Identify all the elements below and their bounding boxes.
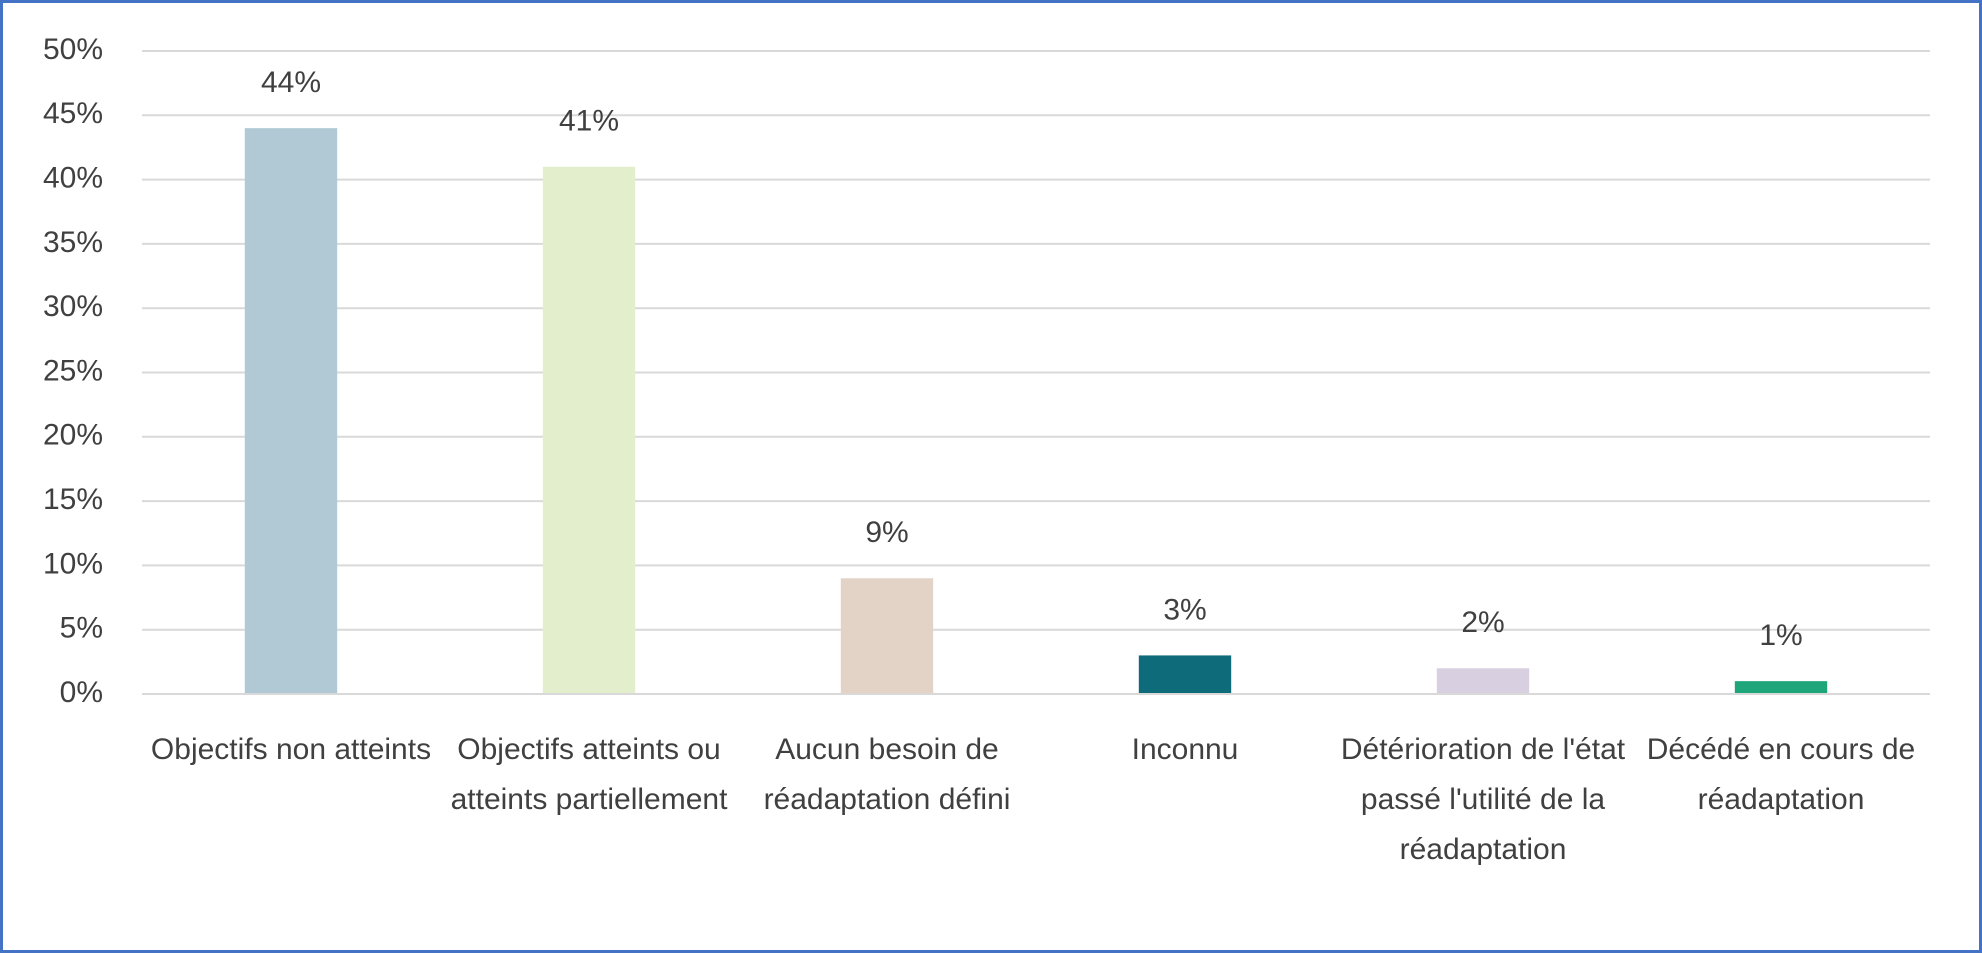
y-tick-label: 5% <box>60 612 103 645</box>
y-tick-label: 15% <box>43 483 103 516</box>
x-tick-label: Inconnu <box>1131 733 1239 766</box>
value-label: 9% <box>865 516 908 549</box>
bar <box>542 166 636 695</box>
value-label: 3% <box>1163 593 1206 626</box>
x-tick-label: Objectifs non atteints <box>150 733 432 766</box>
bar <box>1734 681 1828 694</box>
y-tick-label: 40% <box>43 162 103 195</box>
y-tick-label: 0% <box>60 676 103 709</box>
x-tick-label: Objectifs atteints ou atteints partielle… <box>450 733 728 816</box>
y-tick-label: 25% <box>43 354 103 387</box>
y-tick-label: 20% <box>43 419 103 452</box>
chart-svg: 0% 5% 10% 15% 20% 25% 30% 35% 40% 45% 50% 44% 41% 9% 3… <box>43 33 1930 709</box>
value-label: 1% <box>1759 619 1802 652</box>
x-tick-label: Décédé en cours de réadaptation <box>1646 733 1916 816</box>
y-tick-label: 35% <box>43 226 103 259</box>
x-tick-label: Aucun besoin de réadaptation défini <box>763 733 1011 816</box>
y-tick-label: 10% <box>43 547 103 580</box>
y-tick-label: 30% <box>43 290 103 323</box>
bar <box>1138 655 1232 694</box>
value-label: 44% <box>261 66 321 99</box>
value-label: 41% <box>559 105 619 138</box>
bar <box>244 128 338 694</box>
y-tick-label: 45% <box>43 97 103 130</box>
y-tick-label: 50% <box>43 33 103 66</box>
bar <box>1436 668 1530 694</box>
x-tick-label: Détérioration de l'état passé l'utilité … <box>1340 733 1626 866</box>
bar <box>840 578 934 694</box>
value-label: 2% <box>1461 606 1504 639</box>
